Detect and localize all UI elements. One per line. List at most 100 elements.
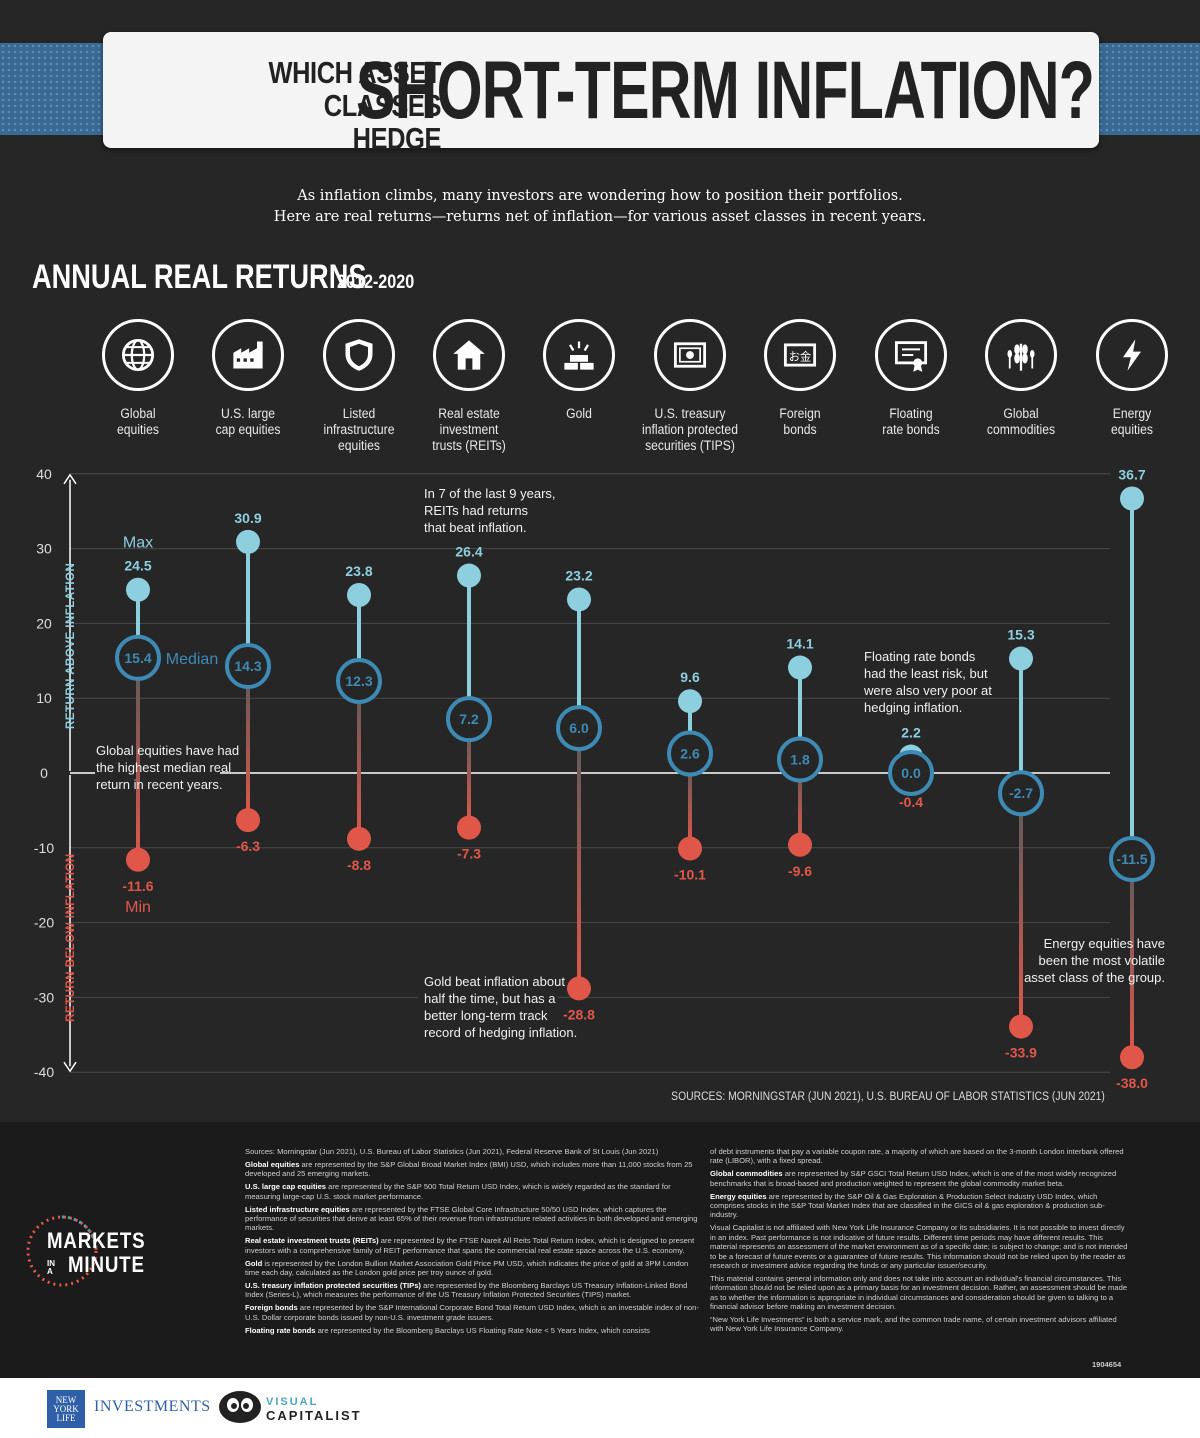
- min-dot: [236, 808, 260, 833]
- y-tick-label: -10: [34, 840, 54, 856]
- max-dot: [126, 577, 150, 602]
- note-term: Floating rate bonds: [245, 1325, 316, 1335]
- min-value: -28.8: [563, 1006, 595, 1022]
- mim-a: A: [47, 1267, 53, 1276]
- nyl-logo-line2: YORK: [53, 1404, 79, 1414]
- median-value: 1.8: [790, 752, 810, 768]
- min-dot: [457, 815, 481, 840]
- max-dot: [236, 529, 260, 554]
- min-dot: [567, 976, 591, 1001]
- factory-icon: [212, 319, 284, 391]
- asset-label-line: inflation protected: [642, 422, 738, 437]
- max-dot: [567, 587, 591, 612]
- annotation-gold: half the time, but has a: [424, 991, 556, 1006]
- asset-label: Real estate investment trusts (REITs): [415, 406, 523, 454]
- range-lower-line: [357, 680, 361, 839]
- min-dot: [1009, 1014, 1033, 1039]
- asset-label-line: Global: [120, 406, 156, 421]
- asset-label-line: trusts (REITs): [432, 438, 506, 453]
- asset-label-line: cap equities: [215, 422, 281, 437]
- min-value: -6.3: [236, 838, 260, 854]
- median-ring: [336, 657, 382, 704]
- min-value: -7.3: [457, 846, 481, 862]
- asset-label: Global equities: [84, 406, 192, 438]
- median-ring: [115, 634, 161, 681]
- note-paragraph: U.S. treasury inflation protected securi…: [245, 1280, 688, 1300]
- min-dot: [678, 836, 702, 861]
- y-tick-label: -40: [34, 1064, 54, 1080]
- mim-line2: MINUTE: [68, 1252, 145, 1277]
- annotation-backdrop: [95, 740, 220, 784]
- vc-line1: VISUAL: [266, 1396, 319, 1408]
- annotation-energy: been the most volatile: [1039, 953, 1165, 968]
- y-label-above: RETURN ABOVE INFLATION: [65, 563, 77, 729]
- asset-label-line: bonds: [783, 422, 817, 437]
- asset-label: U.S. treasury inflation protected securiti…: [636, 406, 744, 454]
- y-tick-label: 0: [40, 765, 48, 781]
- annotation-reits: that beat inflation.: [424, 520, 527, 535]
- annotation-gold: better long-term track: [424, 1008, 548, 1023]
- median-value: -2.7: [1009, 785, 1033, 801]
- min-value: -11.6: [122, 878, 153, 894]
- range-lower-line: [798, 759, 802, 845]
- median-ring: [888, 750, 934, 796]
- shield-icon: [323, 319, 395, 391]
- min-dot: [1120, 1045, 1144, 1070]
- y-axis-arrow-down: [63, 1061, 77, 1073]
- min-value: -8.8: [347, 857, 371, 873]
- annotation-energy: Energy equities have: [1044, 936, 1165, 951]
- range-lower-line: [1130, 859, 1134, 1058]
- footer: NEW YORK LIFE INVESTMENTS VISUAL CAPITAL…: [0, 1378, 1200, 1438]
- wheat-icon: [985, 319, 1057, 391]
- note-paragraph: Floating rate bonds are represented by t…: [245, 1325, 650, 1335]
- note-paragraph: U.S. large cap equities are represented …: [245, 1182, 671, 1201]
- note-paragraph: Global equities are represented by the S…: [245, 1159, 693, 1179]
- note-paragraph: “New York Life Investments” is both a se…: [710, 1315, 1117, 1334]
- median-ring: [667, 730, 713, 777]
- note-paragraph: Energy equities are represented by the S…: [710, 1191, 1105, 1220]
- note-paragraph: Global commodities are represented by S&…: [710, 1169, 1117, 1188]
- note-paragraph: Gold is represented by the London Bullio…: [245, 1258, 689, 1277]
- asset-label-line: rate bonds: [882, 422, 940, 437]
- min-dot: [126, 847, 150, 872]
- median-value: 2.6: [680, 746, 700, 762]
- max-dot: [678, 689, 702, 714]
- max-value: 23.2: [565, 567, 592, 583]
- nyl-logo-line1: NEW: [55, 1395, 77, 1405]
- range-lower-line: [688, 753, 692, 849]
- max-value: 23.8: [345, 563, 372, 579]
- asset-label-line: U.S. treasury: [654, 406, 726, 421]
- annotation-floating: hedging inflation.: [864, 700, 962, 715]
- median-ring: [225, 643, 271, 690]
- annotation-floating: Floating rate bonds: [864, 649, 976, 664]
- note-term: Energy equities: [710, 1191, 767, 1201]
- asset-label-line: Floating: [889, 406, 933, 421]
- page-title: SHORT-TERM INFLATION?: [356, 45, 1095, 136]
- asset-label-line: Energy: [1112, 406, 1152, 421]
- max-dot: [1120, 486, 1144, 511]
- y-tick-label: -30: [34, 989, 54, 1005]
- annotation-backdrop: [418, 970, 558, 1044]
- median-ring: [556, 705, 602, 752]
- mim-line1: MARKETS: [47, 1228, 146, 1253]
- note-term: U.S. large cap equities: [245, 1182, 327, 1192]
- visual-capitalist-logo-icon: [219, 1391, 261, 1423]
- intro-line2: Here are real returns—returns net of inf…: [273, 209, 927, 225]
- min-value: -9.6: [788, 863, 812, 879]
- asset-label: Gold: [525, 406, 633, 422]
- min-value: -38.0: [1116, 1075, 1148, 1091]
- mim-in: IN: [47, 1259, 55, 1268]
- asset-label-line: securities (TIPS): [645, 438, 735, 453]
- min-value: -10.1: [674, 867, 706, 883]
- house-icon: [433, 319, 505, 391]
- max-value: 15.3: [1007, 627, 1034, 643]
- intro-text: As inflation climbs, many investors are …: [0, 186, 1200, 228]
- max-value: 9.6: [680, 669, 700, 685]
- median-value: 6.0: [569, 720, 589, 736]
- asset-label-line: infrastructure: [323, 422, 395, 437]
- asset-label: Foreign bonds: [746, 406, 854, 438]
- notes-left-column: Sources: Morningstar (Jun 2021), U.S. Bu…: [245, 1147, 700, 1338]
- y-tick-label: -20: [34, 915, 54, 931]
- annotation-global: return in recent years.: [96, 777, 222, 792]
- max-value: 24.5: [124, 558, 151, 574]
